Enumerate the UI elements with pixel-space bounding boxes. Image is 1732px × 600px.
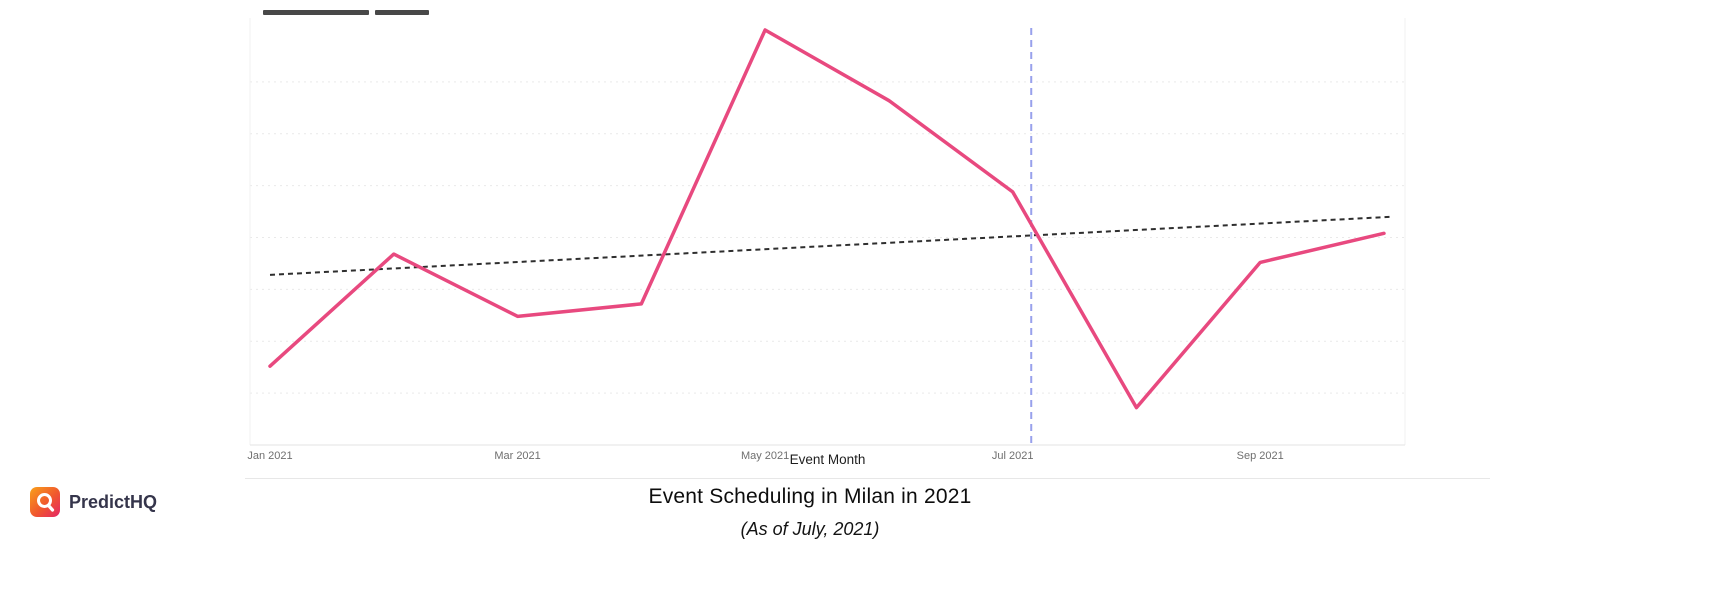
trend-line — [269, 215, 1393, 276]
event-series-line — [268, 28, 1386, 410]
x-tick-label: Jan 2021 — [247, 450, 292, 462]
x-tick-label: Jul 2021 — [992, 450, 1034, 462]
chart-subtitle: (As of July, 2021) — [740, 519, 880, 539]
chart-title: Event Scheduling in Milan in 2021 — [648, 485, 972, 508]
brand: PredictHQ — [30, 487, 157, 517]
x-axis-title: Event Month — [789, 452, 866, 467]
brand-name: PredictHQ — [69, 491, 158, 512]
x-tick-label: May 2021 — [741, 450, 789, 462]
clipped-text-artifact — [263, 10, 369, 15]
x-tick-label: Mar 2021 — [494, 450, 540, 462]
predicthq-logo-icon — [30, 487, 60, 517]
clipped-text-artifact — [375, 10, 429, 15]
footer-divider — [245, 478, 1490, 479]
x-tick-label: Sep 2021 — [1237, 450, 1284, 462]
